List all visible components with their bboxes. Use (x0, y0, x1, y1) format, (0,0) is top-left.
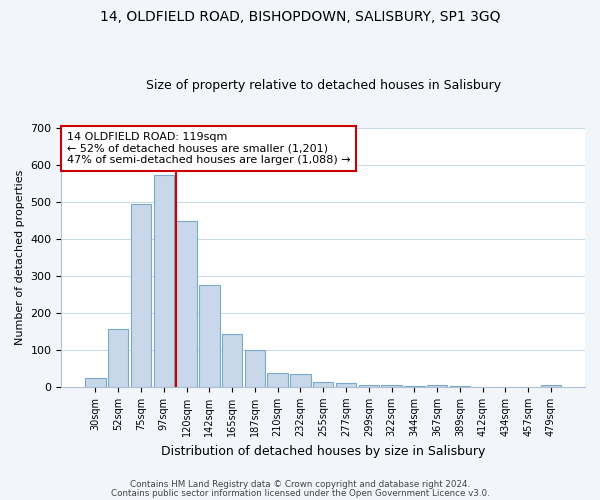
Bar (427, 385, 448, 387)
Bar (541, 385, 561, 387)
Bar (85, 378, 106, 387)
Bar (359, 385, 379, 387)
Title: Size of property relative to detached houses in Salisbury: Size of property relative to detached ho… (146, 79, 501, 92)
Text: 14, OLDFIELD ROAD, BISHOPDOWN, SALISBURY, SP1 3GQ: 14, OLDFIELD ROAD, BISHOPDOWN, SALISBURY… (100, 10, 500, 24)
Bar (404, 386, 425, 387)
Bar (336, 382, 356, 387)
Bar (449, 386, 470, 387)
Bar (131, 204, 151, 387)
Text: Contains public sector information licensed under the Open Government Licence v3: Contains public sector information licen… (110, 488, 490, 498)
Bar (176, 221, 197, 387)
Bar (290, 374, 311, 387)
X-axis label: Distribution of detached houses by size in Salisbury: Distribution of detached houses by size … (161, 444, 485, 458)
Text: Contains HM Land Registry data © Crown copyright and database right 2024.: Contains HM Land Registry data © Crown c… (130, 480, 470, 489)
Bar (245, 350, 265, 387)
Text: 14 OLDFIELD ROAD: 119sqm
← 52% of detached houses are smaller (1,201)
47% of sem: 14 OLDFIELD ROAD: 119sqm ← 52% of detach… (67, 132, 350, 165)
Bar (381, 385, 402, 387)
Bar (154, 176, 174, 387)
Bar (313, 382, 334, 387)
Bar (268, 374, 288, 387)
Y-axis label: Number of detached properties: Number of detached properties (15, 170, 25, 345)
Bar (222, 334, 242, 387)
Bar (199, 285, 220, 387)
Bar (108, 329, 128, 387)
